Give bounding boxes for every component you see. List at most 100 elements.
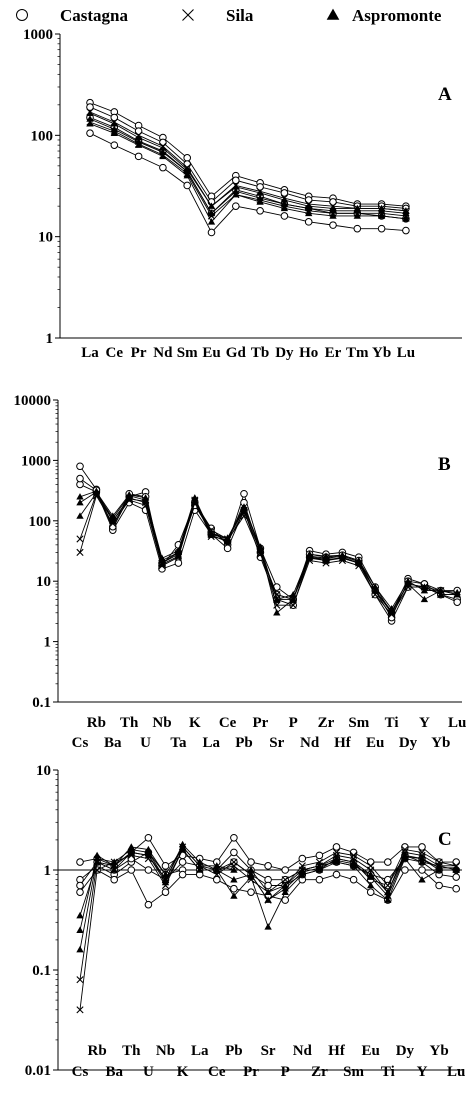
data-point	[178, 858, 187, 866]
data-point	[418, 843, 426, 851]
data-point	[281, 876, 289, 884]
x-tick-label-pr: Pr	[243, 1064, 259, 1080]
series-line	[79, 484, 458, 622]
y-tick-label: 10	[38, 230, 53, 246]
data-point	[230, 866, 238, 873]
data-point	[264, 923, 272, 930]
series-line	[79, 465, 458, 614]
data-point	[93, 851, 101, 859]
data-point	[453, 590, 461, 598]
data-point	[127, 848, 135, 856]
data-point	[377, 207, 386, 214]
x-tick-label-p: P	[281, 1064, 290, 1080]
data-point	[144, 851, 153, 859]
data-point	[183, 154, 191, 162]
data-point	[322, 555, 330, 563]
data-point	[256, 198, 264, 205]
data-point	[332, 870, 341, 879]
legend-label-castagna: Castagna	[60, 6, 129, 25]
data-point	[329, 221, 337, 229]
data-point	[420, 586, 429, 594]
y-tick-label: 0.01	[25, 1063, 51, 1079]
data-point	[384, 896, 392, 903]
data-point	[329, 207, 337, 214]
data-point	[109, 517, 117, 524]
panel-a: 1 10 100 1000 A La Ce Pr Nd Sm Eu Gd Tb Dy Ho Er Tm Yb Lu	[23, 27, 462, 361]
x-tick-label-pr: Pr	[131, 345, 147, 361]
x-tick-label-ce: Ce	[208, 1064, 226, 1080]
data-point	[141, 494, 150, 501]
data-point	[213, 862, 221, 869]
data-point	[329, 212, 337, 219]
data-point	[452, 884, 461, 893]
y-tick-label: 10	[36, 763, 51, 779]
x-tick-label-gd: Gd	[226, 345, 247, 361]
data-point	[76, 858, 84, 866]
data-point	[76, 945, 84, 953]
series-aspromonte	[86, 115, 410, 217]
data-point	[401, 845, 409, 854]
data-point	[232, 183, 240, 190]
data-point	[76, 881, 84, 890]
data-point	[453, 598, 462, 606]
x-tick-label-yb: Yb	[430, 1043, 449, 1059]
x-tick-label-ti: Ti	[381, 1064, 395, 1080]
x-tick-label-y: Y	[419, 715, 430, 731]
data-point	[435, 858, 443, 866]
series-line	[89, 123, 406, 223]
series-line	[89, 132, 406, 234]
legend-label-aspromonte: Aspromonte	[352, 6, 442, 25]
x-tick-label-nb: Nb	[152, 715, 171, 731]
data-point	[332, 856, 341, 864]
data-point	[256, 206, 264, 215]
data-point	[134, 133, 143, 141]
data-point	[305, 553, 314, 560]
x-tick-label-dy: Dy	[399, 735, 418, 751]
data-point	[213, 866, 221, 873]
x-tick-label-ho: Ho	[299, 345, 318, 361]
x-tick-label-k: K	[189, 715, 201, 731]
data-point	[418, 858, 426, 865]
series-castagna	[86, 129, 410, 237]
x-tick-label-ba: Ba	[105, 1064, 123, 1080]
data-point	[401, 866, 409, 874]
data-point	[161, 878, 170, 886]
y-tick-label: 1	[46, 331, 54, 347]
data-point	[367, 873, 375, 880]
data-point	[161, 870, 170, 878]
series-line	[79, 491, 458, 610]
data-point	[371, 586, 379, 594]
x-tick-label-zr: Zr	[318, 715, 335, 731]
data-point	[280, 196, 289, 203]
data-point	[161, 888, 170, 896]
data-point	[110, 866, 118, 873]
x-tick-label-lu: Lu	[397, 345, 415, 361]
data-point	[298, 854, 307, 863]
data-point	[93, 858, 101, 865]
x-tick-label-rb: Rb	[88, 1043, 107, 1059]
x-tick-label-nd: Nd	[153, 345, 173, 361]
data-point	[367, 862, 375, 870]
data-point	[125, 491, 133, 498]
x-tick-label-th: Th	[120, 715, 139, 731]
data-point	[230, 858, 238, 866]
data-point	[207, 202, 216, 209]
x-tick-label-rb: Rb	[87, 715, 106, 731]
data-point	[402, 226, 410, 235]
data-point	[384, 892, 392, 899]
data-point	[144, 833, 153, 842]
y-tick-label: 10	[36, 574, 51, 590]
series-aspromonte	[76, 487, 461, 616]
x-tick-label-pr: Pr	[252, 715, 268, 731]
data-point	[240, 508, 248, 515]
legend-marker-castagna	[16, 9, 28, 21]
data-point	[280, 204, 289, 212]
data-point	[134, 152, 143, 161]
data-point	[159, 152, 167, 160]
series-line	[89, 118, 406, 215]
data-point	[289, 595, 297, 603]
x-tick-label-er: Er	[325, 345, 342, 361]
data-point	[240, 489, 248, 498]
data-point	[86, 129, 94, 137]
